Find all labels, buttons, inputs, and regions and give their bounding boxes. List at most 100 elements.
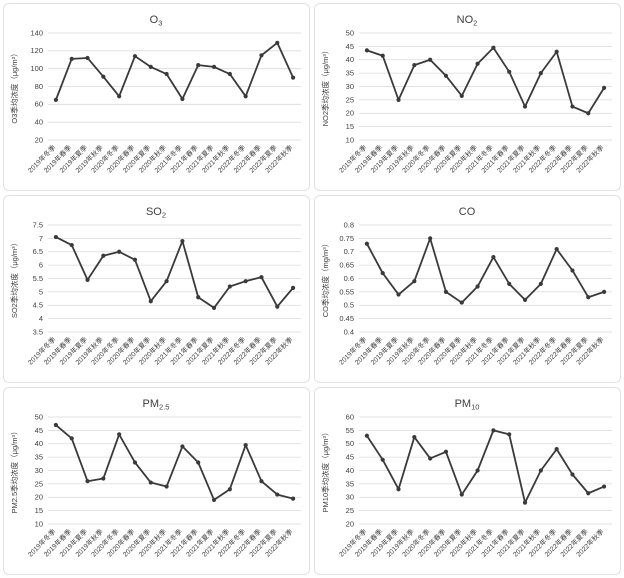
y-axis-tick-label: 45: [346, 453, 354, 462]
chart-title-subscript: 10: [471, 403, 479, 412]
data-point: [69, 56, 74, 61]
data-point: [443, 73, 449, 78]
y-axis-title: PM2.5季均浓度（μg/m³）: [9, 428, 19, 514]
data-point: [396, 292, 401, 297]
y-axis-tick-label: 4: [39, 314, 43, 323]
data-point: [101, 253, 106, 258]
y-axis-tick-label: 10: [346, 135, 354, 144]
y-axis-tick-label: 50: [346, 439, 354, 448]
chart-title-main: PM: [455, 398, 472, 410]
data-point: [117, 94, 122, 99]
data-point: [491, 255, 496, 260]
y-axis-title: O3季均浓度（μg/m³）: [9, 49, 19, 123]
data-point: [570, 104, 575, 109]
data-point: [290, 496, 296, 501]
y-axis-tick-label: 0.55: [339, 287, 354, 296]
data-point: [164, 484, 169, 489]
y-axis-tick-label: 20: [35, 493, 43, 502]
y-axis-tick-label: 30: [346, 493, 354, 502]
series-line: [366, 237, 605, 304]
data-point: [586, 491, 591, 496]
y-axis-tick-label: 50: [35, 412, 43, 421]
data-point: [522, 297, 528, 302]
y-axis-tick-label: 4.5: [33, 301, 43, 310]
data-point: [148, 64, 153, 69]
data-point: [380, 53, 385, 58]
y-axis-tick-label: 7.5: [33, 220, 43, 229]
y-axis-tick-label: 0.8: [344, 220, 354, 229]
data-point: [180, 96, 185, 102]
y-axis-tick-label: 40: [346, 466, 354, 475]
y-axis-tick-label: 35: [346, 69, 354, 78]
y-axis-tick-label: 25: [346, 506, 354, 515]
y-axis-tick-label: 20: [346, 109, 354, 118]
data-point: [275, 40, 280, 45]
data-point: [164, 279, 169, 284]
data-point: [491, 428, 496, 433]
chart-title-main: NO: [457, 14, 474, 26]
data-point: [85, 479, 90, 484]
data-point: [380, 271, 385, 276]
series-line: [366, 46, 605, 115]
data-point: [132, 54, 138, 59]
chart-title: PM2.5: [143, 398, 170, 412]
data-point: [148, 480, 153, 485]
chart-panel-pm10: PM10 PM10季均浓度（μg/m³） 20 25 30 35 40 45 50 55 60 201…: [314, 387, 621, 575]
data-point: [475, 284, 480, 289]
data-point: [396, 97, 401, 102]
o3-chart: O3O3季均浓度（μg/m³）204060801001201402019年冬季2…: [9, 14, 301, 175]
data-point: [522, 104, 528, 109]
data-point: [275, 492, 280, 497]
data-point: [69, 436, 74, 441]
y-axis-tick-label: 0.75: [339, 234, 354, 243]
data-point: [459, 300, 464, 305]
y-axis-tick-label: 60: [35, 100, 43, 109]
data-point: [570, 472, 575, 477]
data-point: [69, 242, 74, 248]
data-point: [380, 457, 385, 462]
chart-title-main: PM: [143, 398, 160, 410]
data-point: [364, 48, 370, 53]
data-point: [475, 61, 480, 66]
y-axis-tick-label: 30: [35, 466, 43, 475]
chart-panel-so2: SO2 SO2季均浓度（μg/m³） 3.5 4 4.5 5 5.5 6 6.5 7 7.5 2019…: [3, 195, 310, 383]
data-point: [412, 279, 417, 284]
data-point: [396, 487, 401, 492]
chart-panel-o3: O3 O3季均浓度（μg/m³） 20 40 60 80 100 120 140 2019年冬季 2…: [3, 3, 310, 191]
data-point: [85, 277, 90, 282]
y-axis-tick-label: 80: [35, 82, 43, 91]
data-point: [538, 281, 543, 286]
chart-title: SO2: [146, 206, 166, 220]
data-point: [196, 295, 201, 300]
y-axis-tick-label: 25: [346, 95, 354, 104]
y-axis-tick-label: 3.5: [33, 327, 43, 336]
data-point: [243, 442, 248, 448]
y-axis-tick-label: 20: [346, 519, 354, 528]
data-point: [196, 63, 201, 68]
data-point: [259, 275, 264, 280]
y-axis-tick-label: 120: [30, 46, 43, 55]
y-axis-tick-label: 0.5: [344, 301, 354, 310]
y-axis-tick-label: 0.65: [339, 261, 354, 270]
data-point: [507, 281, 512, 286]
data-point: [507, 69, 512, 74]
y-axis-tick-label: 60: [346, 412, 354, 421]
data-point: [148, 299, 153, 304]
chart-title: NO2: [457, 14, 478, 28]
data-point: [211, 64, 217, 69]
y-axis-title: SO2季均浓度（μg/m³）: [9, 239, 19, 318]
data-point: [53, 234, 59, 240]
data-point: [443, 449, 449, 454]
y-axis-tick-label: 100: [30, 64, 43, 73]
y-axis-title: PM10季均浓度（μg/m³）: [320, 429, 330, 513]
y-axis-tick-label: 25: [35, 479, 43, 488]
no2-chart: NO2NO2季均浓度（μg/m³）1015202530354045502019年…: [320, 14, 612, 175]
data-point: [290, 285, 296, 290]
y-axis-tick-label: 55: [346, 426, 354, 435]
chart-title-subscript: 3: [158, 19, 162, 28]
data-point: [243, 94, 248, 99]
series-line: [55, 424, 294, 501]
data-point: [507, 432, 512, 437]
data-point: [227, 487, 232, 492]
data-point: [428, 57, 433, 62]
